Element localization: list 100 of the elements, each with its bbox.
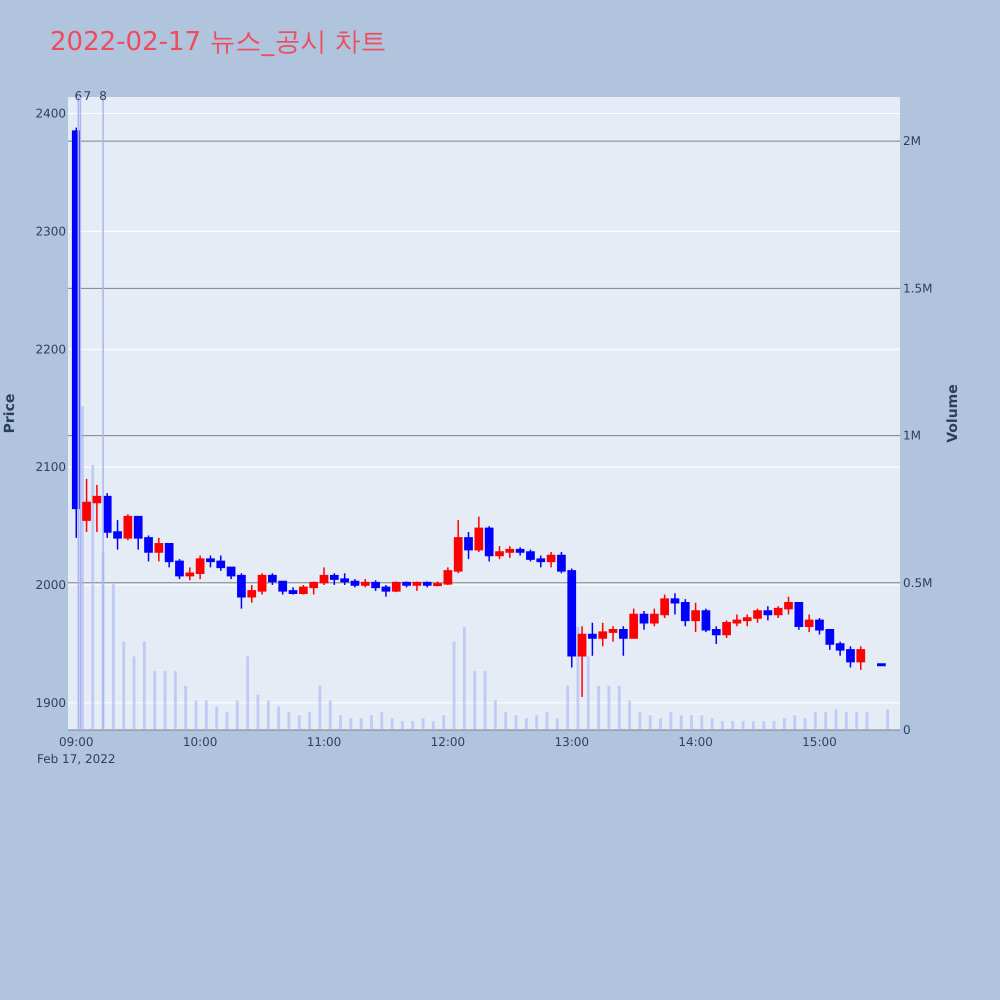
candlestick [588,622,597,656]
candlestick [402,580,411,588]
candlestick [412,580,422,592]
bar [628,700,631,730]
bar [804,718,806,730]
candlestick [660,594,670,619]
candlestick [185,566,194,582]
x-tick-label: 14:00 [678,735,713,749]
candlestick [877,663,886,666]
y2-tick-label: 2M [903,134,921,148]
bar [112,582,115,730]
bar [680,715,683,730]
candlestick [691,602,700,633]
y-tick-label: 2300 [35,224,66,238]
candlestick [804,614,814,633]
candlestick [124,514,132,541]
bar [824,712,828,730]
bar [700,715,704,730]
y-tick-label: 2000 [35,578,66,592]
chart-title: 2022-02-17 뉴스_공시 차트 [50,27,387,57]
bar [752,721,755,730]
bar [504,712,508,730]
bar [132,656,136,730]
candlestick [640,610,648,631]
candlestick [618,626,628,656]
bar [215,706,218,730]
bar [566,686,570,730]
bar [226,712,228,730]
candlestick [629,608,638,639]
bar [772,721,776,730]
candlestick [856,646,866,671]
bar [607,686,610,730]
bar [866,712,868,730]
bar [710,718,714,730]
bar [432,721,435,730]
x-tick-label: 11:00 [306,735,342,749]
y-tick-label: 2200 [35,342,66,356]
candlestick [154,537,164,562]
bar [484,671,486,730]
candlestick [546,551,556,568]
x-tick-label: 15:00 [802,735,837,749]
y2-tick-label: 1M [903,428,921,443]
bar [690,715,693,730]
x-tick-label: 10:00 [182,735,218,749]
bar [318,686,322,730]
bar [204,700,208,730]
candlestick [764,605,772,622]
bar [174,671,177,730]
bar [452,642,456,730]
ref-line-label: 8 [99,89,107,103]
candlestick [794,602,804,631]
candlestick [454,519,463,574]
bar [142,642,146,730]
x-tick-label: 13:00 [554,735,590,749]
bar [782,718,786,730]
bar [184,686,188,730]
y2-tick-label: 0.5M [903,576,932,590]
y2-tick-label: 1.5M [903,281,932,296]
bar [494,700,497,730]
candlestick [464,531,473,560]
bar [638,712,642,730]
bar [390,718,394,730]
ref-line-label: 7 [84,89,92,103]
bar [886,709,890,730]
candlestick [650,608,659,628]
bar [462,626,466,730]
candlestick [422,580,432,588]
bar [380,712,384,730]
bar [844,712,848,730]
bar [524,718,528,730]
bar [339,715,342,730]
bar [535,715,538,730]
x-tick-label: 09:00 Feb 17, 2022 [37,735,116,766]
candlestick [474,516,484,553]
bar [742,721,745,730]
candlestick [330,572,339,586]
candlestick [484,525,494,562]
bar [546,712,548,730]
y2-axis-title: Volume [945,384,961,443]
bar [277,706,280,730]
bar [194,700,198,730]
bar [328,700,332,730]
bar [648,715,652,730]
candlestick [360,578,370,588]
bar [246,656,250,730]
candlestick [298,584,308,596]
bar [308,712,311,730]
y2-tick-label: 0 [903,723,911,737]
y-axis-title: Price [2,394,18,434]
bar [81,406,84,730]
bar [669,712,672,730]
bar [287,712,290,730]
bar [370,715,373,730]
candlestick [196,554,204,580]
bar [360,718,363,730]
bar [349,718,352,730]
bar [401,721,404,730]
candlestick [578,626,586,698]
bar [814,712,817,730]
y-tick-label: 2400 [35,106,66,121]
